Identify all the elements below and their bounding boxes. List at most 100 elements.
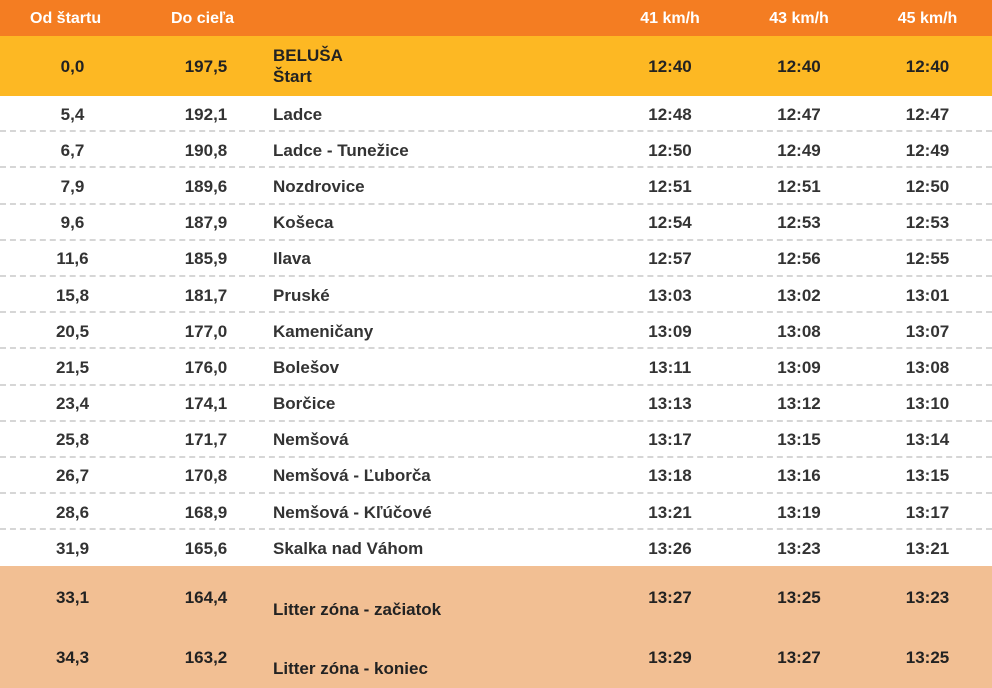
cell-time-43: 13:23 bbox=[777, 538, 821, 558]
cell-place: Pruské bbox=[273, 285, 330, 305]
cell-from-start: 20,5 bbox=[55, 321, 90, 341]
cell-time-45: 13:25 bbox=[905, 648, 950, 668]
table-row: 23,4 174,1 Borčice 13:13 13:12 13:10 bbox=[0, 386, 992, 422]
cell-to-finish: 164,4 bbox=[184, 588, 228, 608]
place-note: Štart bbox=[273, 67, 312, 86]
cell-time-45: 13:21 bbox=[905, 538, 950, 558]
header-speed-45: 45 km/h bbox=[897, 9, 958, 27]
cell-from-start: 11,6 bbox=[56, 249, 89, 269]
cell-time-45: 13:08 bbox=[905, 357, 950, 377]
cell-place: BELUŠA Štart bbox=[267, 45, 605, 87]
cell-from-start: 25,8 bbox=[55, 430, 90, 450]
cell-from-start: 9,6 bbox=[60, 213, 85, 233]
header-speed-41: 41 km/h bbox=[640, 9, 700, 27]
cell-time-43: 13:15 bbox=[777, 430, 821, 450]
cell-time-41: 13:03 bbox=[648, 285, 692, 305]
header-to-finish: Do cieľa bbox=[171, 9, 235, 27]
cell-place: Ladce bbox=[273, 104, 323, 124]
cell-time-45: 13:10 bbox=[905, 394, 950, 414]
cell-time-41: 13:11 bbox=[648, 357, 692, 377]
cell-place: Litter zóna - koniec bbox=[273, 659, 428, 679]
cell-time-41: 13:26 bbox=[648, 538, 692, 558]
cell-place: Kameničany bbox=[273, 321, 374, 341]
cell-time-43: 12:56 bbox=[777, 249, 821, 269]
cell-to-finish: 192,1 bbox=[184, 104, 228, 124]
header-speed-43: 43 km/h bbox=[769, 9, 829, 27]
cell-to-finish: 187,9 bbox=[184, 213, 228, 233]
cell-to-finish: 197,5 bbox=[184, 56, 228, 76]
table-row: 28,6 168,9 Nemšová - Kľúčové 13:21 13:19 13:1… bbox=[0, 494, 992, 531]
cell-from-start: 7,9 bbox=[60, 176, 85, 196]
cell-place: Nemšová - Kľúčové bbox=[273, 502, 432, 522]
cell-place: Košeca bbox=[273, 213, 334, 233]
cell-time-45: 12:50 bbox=[905, 176, 950, 196]
cell-to-finish: 163,2 bbox=[184, 648, 228, 668]
cell-time-41: 12:51 bbox=[648, 176, 692, 196]
cell-to-finish: 185,9 bbox=[184, 249, 228, 269]
table-row: 7,9 189,6 Nozdrovice 12:51 12:51 12:50 bbox=[0, 168, 992, 205]
cell-time-43: 13:12 bbox=[777, 394, 821, 414]
cell-time-43: 13:08 bbox=[777, 321, 821, 341]
table-row: 11,6 185,9 Ilava 12:57 12:56 12:55 bbox=[0, 241, 992, 278]
cell-time-43: 13:27 bbox=[777, 648, 821, 668]
cell-time-41: 13:27 bbox=[648, 588, 692, 608]
cell-time-43: 12:40 bbox=[777, 56, 821, 76]
cell-time-41: 12:50 bbox=[648, 140, 692, 160]
cell-from-start: 28,6 bbox=[55, 502, 90, 522]
cell-time-41: 13:17 bbox=[648, 430, 692, 450]
cell-time-41: 12:54 bbox=[648, 213, 692, 233]
cell-time-45: 13:01 bbox=[905, 285, 950, 305]
cell-to-finish: 171,7 bbox=[184, 430, 228, 450]
cell-time-45: 12:47 bbox=[905, 104, 950, 124]
cell-to-finish: 177,0 bbox=[184, 321, 228, 341]
cell-from-start: 15,8 bbox=[55, 285, 90, 305]
cell-time-45: 12:53 bbox=[905, 213, 950, 233]
cell-to-finish: 170,8 bbox=[184, 466, 228, 486]
cell-time-41: 12:40 bbox=[648, 56, 692, 76]
table-row: 26,7 170,8 Nemšová - Ľuborča 13:18 13:16 13:1… bbox=[0, 458, 992, 495]
cell-from-start: 6,7 bbox=[60, 140, 85, 160]
start-row: 0,0 197,5 BELUŠA Štart 12:40 12:40 12:40 bbox=[0, 36, 992, 96]
cell-time-45: 13:17 bbox=[905, 502, 950, 522]
header-from-start: Od štartu bbox=[30, 9, 102, 27]
cell-time-45: 13:15 bbox=[905, 466, 950, 486]
cell-from-start: 23,4 bbox=[55, 394, 90, 414]
cell-to-finish: 176,0 bbox=[184, 357, 228, 377]
cell-time-43: 13:02 bbox=[777, 285, 821, 305]
cell-from-start: 33,1 bbox=[55, 588, 90, 608]
cell-time-45: 12:55 bbox=[905, 249, 950, 269]
cell-time-41: 13:09 bbox=[648, 321, 692, 341]
cell-place: Nozdrovice bbox=[273, 176, 365, 196]
cell-time-43: 13:25 bbox=[777, 588, 821, 608]
cell-time-45: 12:49 bbox=[905, 140, 950, 160]
cell-to-finish: 165,6 bbox=[184, 538, 228, 558]
cell-from-start: 34,3 bbox=[55, 648, 90, 668]
cell-time-41: 13:21 bbox=[648, 502, 692, 522]
cell-time-43: 12:53 bbox=[777, 213, 821, 233]
cell-time-43: 13:16 bbox=[777, 466, 821, 486]
table-row: 21,5 176,0 Bolešov 13:11 13:09 13:08 bbox=[0, 349, 992, 386]
cell-time-43: 12:51 bbox=[777, 176, 821, 196]
table-row: 6,7 190,8 Ladce - Tunežice 12:50 12:49 12:49 bbox=[0, 132, 992, 169]
cell-to-finish: 190,8 bbox=[184, 140, 228, 160]
cell-time-41: 13:29 bbox=[648, 648, 692, 668]
cell-to-finish: 189,6 bbox=[184, 176, 228, 196]
cell-time-43: 12:49 bbox=[777, 140, 821, 160]
cell-from-start: 5,4 bbox=[60, 104, 85, 124]
cell-time-41: 12:57 bbox=[648, 249, 692, 269]
cell-place: Litter zóna - začiatok bbox=[273, 600, 442, 620]
cell-from-start: 0,0 bbox=[60, 56, 85, 76]
cell-time-43: 12:47 bbox=[777, 104, 821, 124]
place-name: BELUŠA bbox=[273, 46, 343, 65]
route-rows: 5,4 192,1 Ladce 12:48 12:47 12:47 6,7 190,8 Ladc… bbox=[0, 96, 992, 566]
table-row: 15,8 181,7 Pruské 13:03 13:02 13:01 bbox=[0, 277, 992, 314]
cell-time-41: 13:18 bbox=[648, 466, 692, 486]
cell-place: Bolešov bbox=[273, 357, 340, 377]
table-row: 5,4 192,1 Ladce 12:48 12:47 12:47 bbox=[0, 96, 992, 133]
cell-from-start: 21,5 bbox=[55, 357, 90, 377]
table-row: 9,6 187,9 Košeca 12:54 12:53 12:53 bbox=[0, 205, 992, 241]
cell-place: Nemšová - Ľuborča bbox=[273, 466, 431, 486]
cell-time-43: 13:09 bbox=[777, 357, 821, 377]
cell-place: Borčice bbox=[273, 394, 336, 414]
